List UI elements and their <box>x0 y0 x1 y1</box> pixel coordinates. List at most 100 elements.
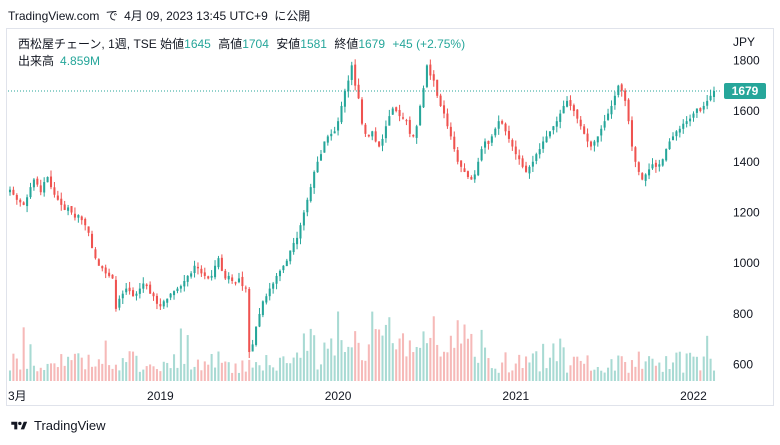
candle-body <box>203 272 206 276</box>
candle-body <box>507 130 510 139</box>
volume-bar <box>333 355 336 381</box>
volume-bar <box>296 352 299 381</box>
candle-body <box>566 100 569 107</box>
candle-body <box>699 108 702 112</box>
volume-bar <box>29 344 32 381</box>
candle-body <box>702 105 705 110</box>
volume-bar <box>70 360 73 381</box>
candle-body <box>634 147 637 162</box>
volume-bar <box>337 311 340 381</box>
candle-body <box>186 275 189 282</box>
candle-body <box>114 279 117 309</box>
open-value: 1645 <box>184 37 211 51</box>
candle-body <box>364 124 367 134</box>
volume-bar <box>292 357 295 381</box>
candle-body <box>265 296 268 303</box>
volume-bar <box>26 368 29 381</box>
volume-bar <box>692 356 695 381</box>
candle-body <box>712 90 716 97</box>
volume-bar <box>576 356 579 381</box>
volume-bar <box>114 364 117 381</box>
chart-frame <box>6 28 774 406</box>
volume-bar <box>644 361 647 381</box>
volume-bar <box>364 360 367 381</box>
candle-body <box>641 173 644 180</box>
candle-body <box>648 169 651 176</box>
candle-body <box>234 282 237 284</box>
candle-body <box>169 293 172 298</box>
candle-body <box>145 284 148 287</box>
volume-bar <box>610 359 613 381</box>
volume-bar <box>46 363 49 381</box>
volume-bar <box>285 363 288 381</box>
volume-bar <box>268 365 271 381</box>
candle-body <box>111 274 114 279</box>
volume-bar <box>634 366 637 381</box>
candle-body <box>548 131 551 137</box>
candle-body <box>196 266 199 269</box>
candle-body <box>340 105 343 123</box>
candle-body <box>442 105 446 114</box>
candle-body <box>528 166 531 174</box>
time-axis: 3月20192020202120222023 <box>8 389 707 403</box>
volume-bar <box>665 356 668 381</box>
candle-body <box>552 126 555 131</box>
candle-body <box>278 270 282 277</box>
candle-body <box>658 164 661 167</box>
volume-bar <box>196 359 199 381</box>
volume-bar <box>661 371 664 381</box>
candle-body <box>121 293 124 299</box>
volume-bar <box>94 366 97 381</box>
candle-body <box>217 258 220 268</box>
candle-body <box>39 185 42 193</box>
volume-bar <box>176 367 179 381</box>
volume-bar <box>90 366 94 381</box>
volume-bar <box>381 335 384 381</box>
candle-body <box>463 168 466 172</box>
volume-bar <box>706 335 709 381</box>
volume-bar <box>186 335 189 381</box>
volume-bar <box>224 361 227 381</box>
volume-bar <box>671 362 675 381</box>
candle-body <box>408 119 411 134</box>
volume-bar <box>391 343 394 381</box>
volume-bar <box>302 333 305 381</box>
volume-bar <box>306 350 309 381</box>
volume-bar <box>203 361 206 381</box>
volume-bar <box>535 351 538 381</box>
volume-bar <box>518 354 521 381</box>
candle-body <box>480 149 483 161</box>
volume-bar <box>412 352 415 381</box>
volume-bar <box>282 356 285 381</box>
volume-bar <box>490 368 493 381</box>
candle-body <box>654 162 657 167</box>
candle-body <box>306 199 309 213</box>
candle-body <box>32 179 35 188</box>
volume-bar <box>613 370 616 381</box>
volume-bar <box>152 366 155 381</box>
candle-body <box>661 159 664 166</box>
candle-body <box>268 288 271 297</box>
volume-bar <box>67 356 70 381</box>
candle-body <box>132 290 135 297</box>
candle-body <box>231 277 234 281</box>
volume-bar <box>340 340 343 381</box>
candle-body <box>43 182 46 193</box>
y-tick-label: 600 <box>733 358 753 372</box>
volume-bar <box>709 358 712 381</box>
candle-body <box>449 126 452 137</box>
candle-body <box>360 99 364 124</box>
y-tick-label: 1800 <box>733 53 760 67</box>
volume-bar <box>227 362 230 381</box>
candle-body <box>159 304 162 307</box>
volume-bar <box>145 366 148 381</box>
volume-bar <box>347 346 350 381</box>
candle-body <box>26 197 29 207</box>
close-label: 終値 <box>334 37 359 51</box>
candle-body <box>357 84 360 99</box>
candle-body <box>292 242 295 253</box>
volume-bar <box>685 353 688 381</box>
candle-body <box>313 171 316 188</box>
candle-body <box>350 65 353 80</box>
